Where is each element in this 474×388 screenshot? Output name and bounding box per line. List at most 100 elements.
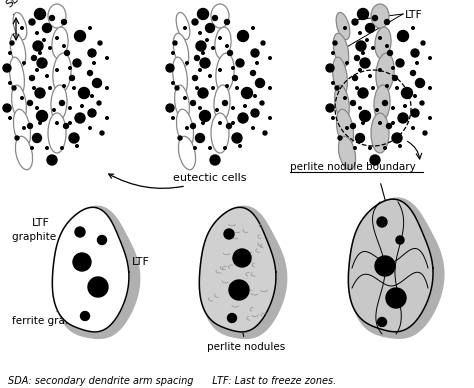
Circle shape xyxy=(172,82,174,84)
Circle shape xyxy=(88,49,96,57)
Ellipse shape xyxy=(333,57,347,95)
Circle shape xyxy=(191,100,195,106)
Circle shape xyxy=(332,117,334,119)
Circle shape xyxy=(344,97,346,99)
Circle shape xyxy=(232,133,242,143)
Circle shape xyxy=(9,82,11,84)
Circle shape xyxy=(49,87,51,89)
Circle shape xyxy=(219,122,221,124)
Circle shape xyxy=(172,52,174,54)
Circle shape xyxy=(359,32,361,34)
Circle shape xyxy=(357,9,368,19)
Circle shape xyxy=(375,256,395,276)
Circle shape xyxy=(386,288,406,308)
Circle shape xyxy=(370,155,380,165)
Circle shape xyxy=(75,113,85,123)
Circle shape xyxy=(396,59,404,67)
Circle shape xyxy=(414,95,416,97)
Ellipse shape xyxy=(12,85,27,121)
Circle shape xyxy=(194,55,200,61)
Circle shape xyxy=(362,122,365,124)
Text: perlite nodules: perlite nodules xyxy=(207,320,285,352)
Circle shape xyxy=(191,123,195,128)
Circle shape xyxy=(192,76,198,80)
Circle shape xyxy=(69,122,71,124)
Circle shape xyxy=(21,27,23,29)
Circle shape xyxy=(379,69,381,71)
Ellipse shape xyxy=(375,27,391,59)
Circle shape xyxy=(106,117,108,119)
Circle shape xyxy=(53,109,55,111)
Circle shape xyxy=(326,64,334,72)
Text: perlite nodule boundary: perlite nodule boundary xyxy=(290,162,416,172)
Circle shape xyxy=(373,16,377,21)
Text: SDA: secondary dendrite arm spacing      LTF: Last to freeze zones.: SDA: secondary dendrite arm spacing LTF:… xyxy=(8,376,336,386)
Circle shape xyxy=(23,62,25,64)
Circle shape xyxy=(401,88,412,99)
Circle shape xyxy=(355,55,359,61)
Circle shape xyxy=(184,97,186,99)
Ellipse shape xyxy=(211,4,229,28)
Ellipse shape xyxy=(16,136,33,170)
Ellipse shape xyxy=(376,53,394,93)
Circle shape xyxy=(252,27,254,29)
Circle shape xyxy=(46,75,48,77)
Polygon shape xyxy=(52,207,129,332)
Circle shape xyxy=(89,27,91,29)
Circle shape xyxy=(239,145,241,147)
Circle shape xyxy=(81,105,83,107)
Circle shape xyxy=(69,107,71,109)
Circle shape xyxy=(63,85,65,87)
Circle shape xyxy=(29,76,35,80)
Circle shape xyxy=(31,147,33,149)
Ellipse shape xyxy=(53,53,71,93)
Circle shape xyxy=(356,133,365,142)
Circle shape xyxy=(106,87,108,89)
Circle shape xyxy=(186,127,188,129)
Circle shape xyxy=(228,50,233,55)
Ellipse shape xyxy=(176,12,190,40)
Circle shape xyxy=(89,127,91,129)
Circle shape xyxy=(219,37,221,39)
Text: ferrite grains: ferrite grains xyxy=(12,305,80,326)
Circle shape xyxy=(412,127,414,129)
Circle shape xyxy=(166,64,174,72)
Circle shape xyxy=(384,19,390,24)
Circle shape xyxy=(210,155,220,165)
Text: LTF: LTF xyxy=(132,257,150,267)
Circle shape xyxy=(398,31,409,42)
Circle shape xyxy=(74,31,85,42)
Circle shape xyxy=(69,67,71,69)
Circle shape xyxy=(269,87,271,89)
Circle shape xyxy=(62,19,66,24)
Circle shape xyxy=(416,78,425,88)
Circle shape xyxy=(33,41,43,51)
Circle shape xyxy=(35,9,46,19)
Circle shape xyxy=(388,50,392,55)
Circle shape xyxy=(192,19,198,25)
Circle shape xyxy=(195,133,204,142)
Circle shape xyxy=(420,101,424,105)
Circle shape xyxy=(224,147,226,149)
Circle shape xyxy=(15,136,19,140)
Circle shape xyxy=(12,86,16,90)
Circle shape xyxy=(56,37,58,39)
Circle shape xyxy=(206,24,215,33)
Circle shape xyxy=(92,78,101,88)
Circle shape xyxy=(392,122,394,124)
Circle shape xyxy=(232,122,234,124)
Circle shape xyxy=(88,109,96,117)
Circle shape xyxy=(212,47,214,49)
Ellipse shape xyxy=(173,33,189,67)
Ellipse shape xyxy=(337,109,354,147)
Circle shape xyxy=(269,117,271,119)
Circle shape xyxy=(356,87,358,89)
Circle shape xyxy=(33,133,42,142)
Circle shape xyxy=(209,75,211,77)
Circle shape xyxy=(60,100,64,106)
Circle shape xyxy=(199,32,201,34)
Circle shape xyxy=(244,105,246,107)
Circle shape xyxy=(196,87,198,89)
Circle shape xyxy=(81,312,90,320)
Circle shape xyxy=(352,19,358,25)
